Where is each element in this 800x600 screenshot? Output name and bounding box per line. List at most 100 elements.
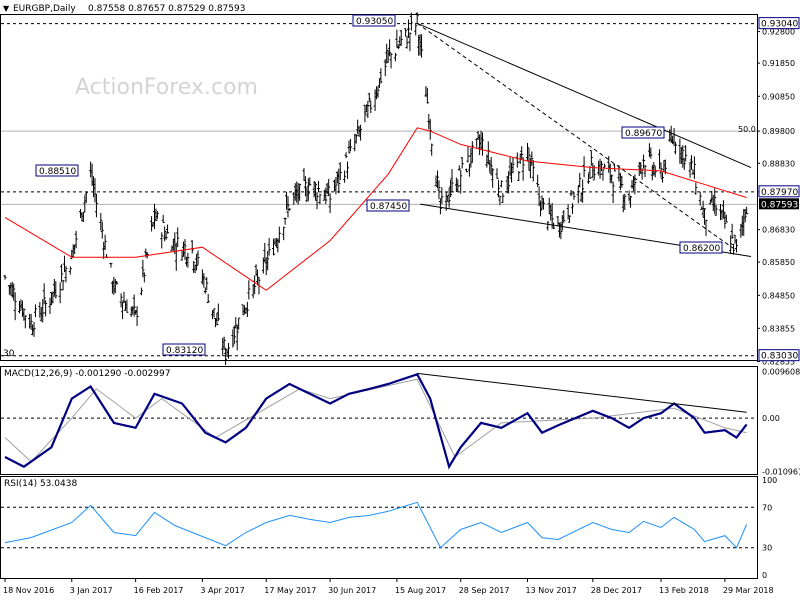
annotation-box <box>679 241 723 254</box>
ohlc-bar <box>206 293 210 304</box>
price-tick-label: 0.90850 <box>762 92 795 101</box>
macd-line <box>4 372 748 470</box>
ohlc-bar <box>713 188 717 214</box>
ohlc-bar <box>642 154 646 169</box>
ohlc-bar <box>496 179 500 198</box>
ohlc-bar <box>425 87 429 104</box>
ohlc-bar <box>68 266 72 275</box>
chart-header-symbol: EURGBP,Daily <box>13 4 76 14</box>
ohlc-bar <box>109 262 113 268</box>
ohlc-bar <box>141 259 145 278</box>
ohlc-bar <box>414 23 418 36</box>
macd-indicator: 0.009608 0.00 -0.010961 <box>1 367 800 476</box>
ohlc-bar <box>337 168 341 194</box>
date-tick-label: 3 Jan 2017 <box>70 586 113 595</box>
ohlc-bar <box>216 303 220 322</box>
ohlc-bar <box>610 174 614 184</box>
left-edge-label: 30 <box>3 349 15 359</box>
ohlc-bar <box>602 163 606 168</box>
ohlc-bar <box>142 272 146 283</box>
ohlc-bar <box>282 226 286 241</box>
ohlc-bar <box>436 170 440 189</box>
ohlc-bar <box>689 155 693 170</box>
ohlc-bar <box>701 200 705 218</box>
ohlc-bar <box>344 152 348 159</box>
ohlc-bar <box>449 179 453 198</box>
ohlc-bar <box>531 160 535 182</box>
current-price-marker <box>759 198 799 210</box>
ohlc-bar <box>33 304 37 318</box>
price-tick-label: 0.85850 <box>762 258 795 267</box>
date-tick-label: 28 Dec 2017 <box>591 586 642 595</box>
ohlc-bar <box>277 226 281 244</box>
ohlc-bar <box>348 138 352 152</box>
ohlc-bar <box>581 179 585 203</box>
ohlc-bar <box>215 312 219 326</box>
rsi-tick-label: 0 <box>762 571 767 580</box>
ohlc-bar <box>359 124 363 141</box>
rsi-line <box>4 501 748 549</box>
ohlc-bar <box>328 193 332 214</box>
ohlc-bar <box>176 227 180 248</box>
ohlc-bar <box>272 238 276 256</box>
ohlc-bar <box>119 293 123 308</box>
ohlc-bar <box>231 329 235 348</box>
ohlc-bar <box>383 59 387 77</box>
price-tick-label: 0.82855 <box>762 357 795 366</box>
ohlc-bar <box>224 347 228 366</box>
ohlc-bar <box>203 287 207 294</box>
upper-trendline <box>416 22 752 169</box>
date-tick-label: 13 Feb 2018 <box>659 586 709 595</box>
ohlc-bar <box>430 143 434 156</box>
ohlc-bar <box>303 176 307 197</box>
ohlc-bar <box>495 168 499 179</box>
ohlc-bar <box>318 193 322 205</box>
date-tick-label: 18 Nov 2016 <box>3 586 54 595</box>
ohlc-bar <box>334 177 338 195</box>
ohlc-bar <box>367 92 371 103</box>
chart-header-arrow-icon[interactable]: ▼ <box>3 4 10 13</box>
ohlc-bar <box>166 224 170 234</box>
horizontal-levels <box>1 23 757 357</box>
ohlc-bar <box>459 170 463 194</box>
ohlc-bar <box>369 100 373 114</box>
ohlc-bar <box>84 191 88 204</box>
trendlines <box>416 22 752 257</box>
annotation-label: 0.87450 <box>370 202 407 212</box>
macd-tick-label: -0.010961 <box>762 467 800 476</box>
price-bars <box>3 12 749 366</box>
date-tick-label: 16 Feb 2017 <box>134 586 184 595</box>
ohlc-bar <box>103 234 107 250</box>
ohlc-bar <box>620 175 624 188</box>
ohlc-bar <box>698 191 702 206</box>
level-price-label: 0.87970 <box>761 188 798 198</box>
ohlc-bar <box>44 300 48 317</box>
ohlc-bar <box>267 237 271 256</box>
ohlc-bar <box>745 206 749 215</box>
ohlc-bar <box>539 200 543 217</box>
ohlc-bar <box>723 211 727 229</box>
ohlc-bar <box>100 221 104 239</box>
ohlc-bar <box>456 179 460 192</box>
ohlc-bar <box>598 158 602 179</box>
ohlc-bar <box>338 162 342 181</box>
ohlc-bar <box>343 170 347 183</box>
ohlc-bar <box>714 204 718 216</box>
date-tick-label: 15 Aug 2017 <box>395 586 446 595</box>
ohlc-bar <box>649 147 653 159</box>
ohlc-bar <box>192 261 196 273</box>
ohlc-bar <box>393 52 397 62</box>
ohlc-bar <box>530 151 534 166</box>
ohlc-bar <box>190 240 194 254</box>
rsi-title: RSI(14) 53.0438 <box>4 479 77 489</box>
ohlc-bar <box>457 165 461 171</box>
ohlc-bar <box>389 53 393 69</box>
ohlc-bar <box>286 196 290 218</box>
ohlc-bar <box>517 170 521 182</box>
rsi-indicator: 100 70 30 0 <box>1 476 777 580</box>
macd-signal-line <box>4 378 747 463</box>
ohlc-bar <box>125 299 129 313</box>
ohlc-bar <box>64 265 68 283</box>
ohlc-bar <box>586 173 590 184</box>
